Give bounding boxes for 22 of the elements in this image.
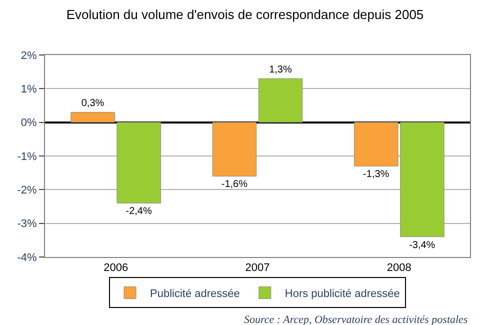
legend-label: Hors publicité adressée xyxy=(284,288,400,300)
x-tick-label: 2006 xyxy=(104,262,128,274)
x-tick-label: 2007 xyxy=(245,262,270,274)
data-label: -1,6% xyxy=(221,179,248,190)
data-label: -3,4% xyxy=(409,240,436,251)
y-tick-label: 1% xyxy=(20,84,38,96)
x-tick-label: 2008 xyxy=(386,262,412,274)
data-label: 1,3% xyxy=(269,64,292,76)
y-tick-label: -2% xyxy=(17,184,38,197)
chart-title: Evolution du volume d'envois de correspondance depuis 2005 xyxy=(66,6,424,22)
y-tick-label: -3% xyxy=(17,218,38,230)
y-tick-label: 2% xyxy=(20,50,38,62)
legend-label: Publicité adressée xyxy=(150,288,240,300)
y-tick-label: -4% xyxy=(17,252,38,264)
data-label: 0,3% xyxy=(81,98,104,110)
bar xyxy=(212,122,257,176)
source-note: Source : Arcep, Observatoire des activités postales xyxy=(244,314,468,325)
bar xyxy=(258,78,303,123)
y-tick-label: 0% xyxy=(20,117,38,130)
y-tick-label: -1% xyxy=(17,150,38,163)
data-label: -1,3% xyxy=(363,169,390,180)
data-label: -2,4% xyxy=(126,206,152,218)
